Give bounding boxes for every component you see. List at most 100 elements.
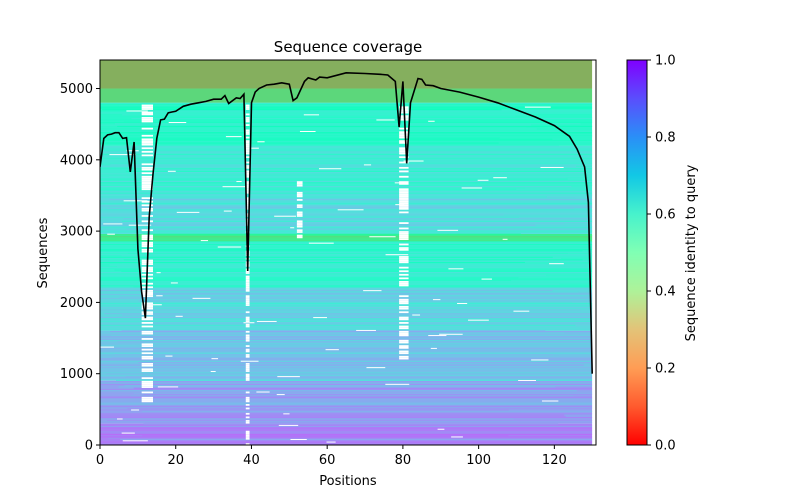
gap-cell xyxy=(245,436,250,438)
gap-cell xyxy=(296,215,303,217)
row-gap xyxy=(278,424,299,426)
gap-cell xyxy=(399,204,409,207)
sequence-row xyxy=(142,292,593,294)
sequence-row xyxy=(100,122,593,124)
gap-cell xyxy=(245,311,250,314)
gap-cell xyxy=(399,327,409,330)
row-gap xyxy=(128,224,152,226)
gap-cell xyxy=(141,302,154,305)
gap-cell xyxy=(399,345,409,347)
gap-cell xyxy=(399,182,409,185)
gap-cell xyxy=(245,191,250,194)
gap-cell xyxy=(296,193,303,196)
gap-cell xyxy=(245,375,250,378)
sequence-row xyxy=(100,177,566,179)
sequence-row xyxy=(100,132,593,134)
gap-cell xyxy=(399,236,409,239)
sequence-row xyxy=(100,157,593,159)
gap-cell xyxy=(245,320,250,323)
gap-cell xyxy=(141,106,154,109)
gap-cell xyxy=(141,357,154,360)
gap-cell xyxy=(399,339,409,342)
gap-cell xyxy=(245,404,250,406)
sequence-row xyxy=(138,219,593,221)
gap-cell xyxy=(245,350,250,353)
sequence-row xyxy=(100,391,593,393)
gap-cell xyxy=(399,295,409,298)
gap-cell xyxy=(399,197,409,200)
gap-cell xyxy=(245,323,250,326)
sequence-row xyxy=(100,225,593,227)
gap-cell xyxy=(245,161,250,164)
sequence-row xyxy=(100,250,583,252)
gap-cell xyxy=(399,270,409,273)
sequence-row xyxy=(100,427,593,429)
gap-cell xyxy=(296,222,303,224)
sequence-row xyxy=(109,264,593,266)
colorbar-tick-label: 0.6 xyxy=(655,208,676,223)
gap-cell xyxy=(245,348,250,351)
gap-cell xyxy=(245,396,250,399)
gap-cell xyxy=(399,166,409,169)
colorbar-tick-label: 0.4 xyxy=(655,285,676,300)
sequence-row xyxy=(100,168,593,170)
sequence-row xyxy=(100,242,593,244)
sequence-row xyxy=(100,428,593,430)
sequence-row xyxy=(100,323,593,325)
row-gap xyxy=(250,147,259,149)
sequence-row xyxy=(100,358,593,360)
gap-cell xyxy=(141,243,154,246)
gap-cell xyxy=(245,338,250,340)
sequence-row xyxy=(100,181,593,183)
gap-cell xyxy=(141,355,154,358)
sequence-row xyxy=(100,430,593,432)
sequence-row xyxy=(100,127,527,129)
gap-cell xyxy=(141,111,154,114)
sequence-row xyxy=(142,435,509,437)
gap-cell xyxy=(245,165,250,167)
sequence-row xyxy=(100,306,593,308)
sequence-row xyxy=(111,356,593,358)
gap-cell xyxy=(245,391,250,394)
sequence-row xyxy=(100,397,593,399)
gap-cell xyxy=(296,191,303,194)
gap-cell xyxy=(399,206,409,208)
gap-cell xyxy=(296,182,303,185)
sequence-row xyxy=(100,187,525,189)
sequence-row xyxy=(100,154,593,156)
sequence-row xyxy=(100,223,565,225)
gap-cell xyxy=(245,140,250,142)
sequence-row xyxy=(100,333,580,335)
sequence-row xyxy=(100,274,546,276)
sequence-row xyxy=(123,218,593,220)
row-gap xyxy=(257,141,265,143)
sequence-row xyxy=(143,342,593,344)
gap-cell xyxy=(141,104,154,107)
gap-cell xyxy=(245,184,250,187)
sequence-row xyxy=(100,281,593,283)
gap-cell xyxy=(296,184,303,187)
sequence-row xyxy=(134,166,593,168)
sequence-row xyxy=(110,432,593,434)
gap-cell xyxy=(245,166,250,169)
sequence-row xyxy=(144,369,593,371)
gap-cell xyxy=(245,400,250,403)
gap-cell xyxy=(245,181,250,183)
row-gap xyxy=(107,233,115,235)
sequence-row xyxy=(100,318,593,320)
sequence-row xyxy=(100,401,593,403)
gap-cell xyxy=(245,188,250,191)
gap-cell xyxy=(399,238,409,241)
gap-cell xyxy=(141,150,154,153)
sequence-row xyxy=(122,114,532,116)
gap-cell xyxy=(245,231,250,233)
gap-cell xyxy=(245,302,250,305)
gap-cell xyxy=(399,199,409,201)
gap-cell xyxy=(399,133,409,135)
row-gap xyxy=(236,181,242,183)
sequence-row xyxy=(100,104,593,106)
row-gap xyxy=(430,347,437,349)
gap-cell xyxy=(245,120,250,123)
sequence-row xyxy=(100,186,572,188)
sequence-row xyxy=(142,233,521,235)
